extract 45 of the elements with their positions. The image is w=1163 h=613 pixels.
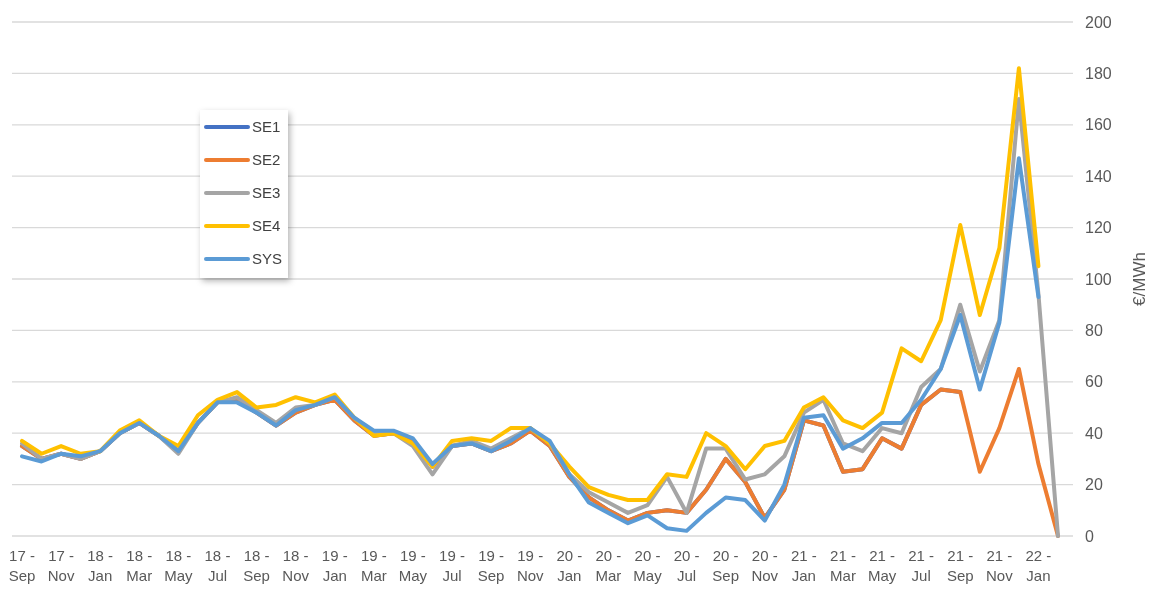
y-tick-label: 120 [1085, 219, 1112, 237]
x-tick-label: 21 - Mar [830, 547, 856, 585]
y-tick-label: 20 [1085, 476, 1103, 494]
y-tick-label: 180 [1085, 65, 1112, 82]
x-tick-label: 20 - Nov [751, 547, 779, 585]
x-tick-label: 18 - Jul [204, 547, 231, 585]
x-tick-label: 22 - Jan [1025, 547, 1052, 585]
x-tick-label: 21 - Nov [986, 547, 1014, 585]
y-tick-label: 0 [1085, 527, 1094, 545]
line-series [20, 156, 1041, 533]
x-tick-label: 18 - Jan [87, 547, 114, 585]
x-tick-label: 19 - Nov [516, 547, 545, 585]
x-tick-label: 18 - Sep [243, 547, 270, 585]
x-tick-label: 21 - Sep [946, 547, 974, 585]
x-tick-label: 21 - Jul [908, 547, 935, 585]
x-tick-label: 18 - Mar [126, 547, 153, 585]
legend-label: SE2 [252, 151, 281, 169]
legend-label: SE3 [252, 184, 281, 202]
x-tick-label: 19 - Jul [439, 547, 465, 585]
legend-label: SE4 [252, 217, 281, 235]
y-axis-title: €/MWh [1130, 252, 1149, 306]
y-tick-label: 100 [1085, 270, 1112, 288]
x-tick-label: 19 - May [398, 547, 428, 585]
y-tick-label: 160 [1085, 116, 1112, 134]
x-tick-label: 20 - Jan [556, 547, 583, 585]
x-tick-label: 20 - Sep [712, 547, 740, 585]
y-tick-label: 40 [1085, 424, 1103, 442]
legend-label: SYS [252, 250, 283, 268]
y-tick-label: 200 [1085, 13, 1112, 31]
x-tick-label: 20 - Jul [673, 547, 700, 585]
legend-label: SE1 [252, 118, 281, 136]
y-tick-label: 140 [1085, 167, 1112, 185]
x-tick-label: 21 - May [867, 547, 897, 585]
x-tick-label: 17 - Nov [47, 547, 75, 585]
x-tick-label: 19 - Mar [360, 547, 387, 585]
x-tick-label: 19 - Jan [321, 547, 348, 585]
x-tick-label: 19 - Sep [477, 547, 505, 585]
y-tick-label: 80 [1085, 322, 1103, 339]
x-tick-label: 21 - Jan [790, 547, 817, 585]
y-tick-label: 60 [1085, 373, 1103, 391]
x-tick-label: 18 - Nov [282, 547, 310, 585]
x-tick-label: 18 - May [164, 547, 194, 585]
x-tick-label: 20 - May [633, 547, 663, 585]
x-tick-label: 20 - Mar [595, 547, 622, 585]
x-tick-label: 17 - Sep [8, 547, 36, 585]
